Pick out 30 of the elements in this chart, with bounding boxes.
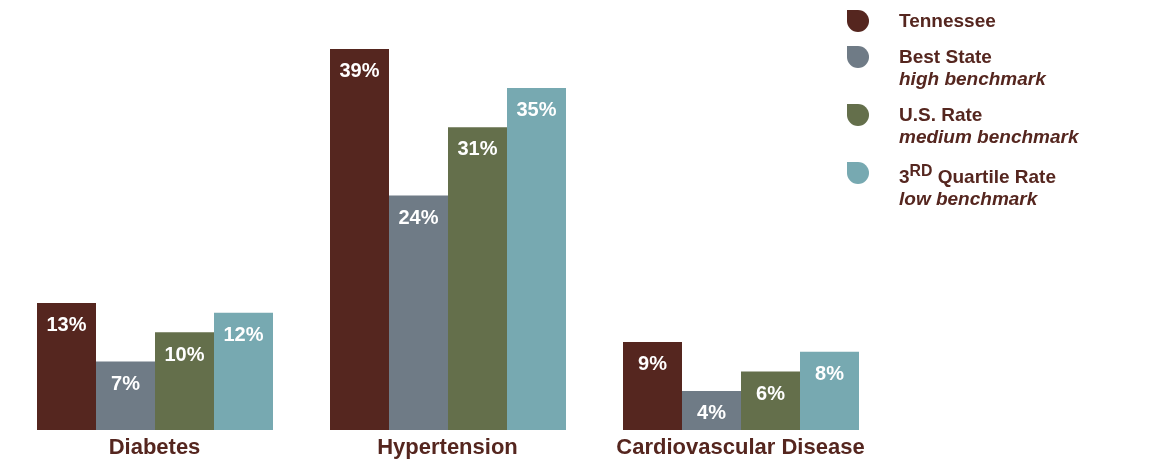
data-label: 13% [46, 313, 87, 336]
data-label: 35% [516, 98, 557, 121]
legend-label: U.S. Rate medium benchmark [899, 104, 1079, 148]
data-label: 7% [111, 371, 141, 394]
bar [214, 312, 273, 430]
bar [800, 351, 859, 430]
bar [389, 195, 448, 430]
bar [448, 127, 507, 430]
data-label: 24% [398, 205, 439, 228]
x-tick-label: Hypertension [377, 433, 518, 459]
legend-label: Best State high benchmark [899, 46, 1046, 90]
legend-label: Tennessee [899, 10, 996, 32]
data-label: 12% [223, 322, 264, 345]
bar [330, 49, 389, 430]
data-label: 4% [697, 401, 727, 424]
bar [507, 88, 566, 430]
bar [96, 361, 155, 430]
legend-label: 3$^{RD}$ Quartile Rate low benchmark [899, 162, 1056, 211]
x-tick-label: Diabetes [108, 433, 201, 459]
data-label: 10% [164, 342, 205, 365]
data-label: 31% [457, 137, 498, 160]
data-label: 6% [756, 381, 786, 404]
bar [623, 342, 682, 430]
x-tick-label: Cardiovascular Disease [616, 433, 865, 459]
bar [155, 332, 214, 430]
bar [741, 371, 800, 430]
data-label: 8% [815, 362, 845, 385]
bar [37, 303, 96, 430]
data-label: 9% [638, 352, 668, 375]
data-label: 39% [339, 59, 380, 82]
